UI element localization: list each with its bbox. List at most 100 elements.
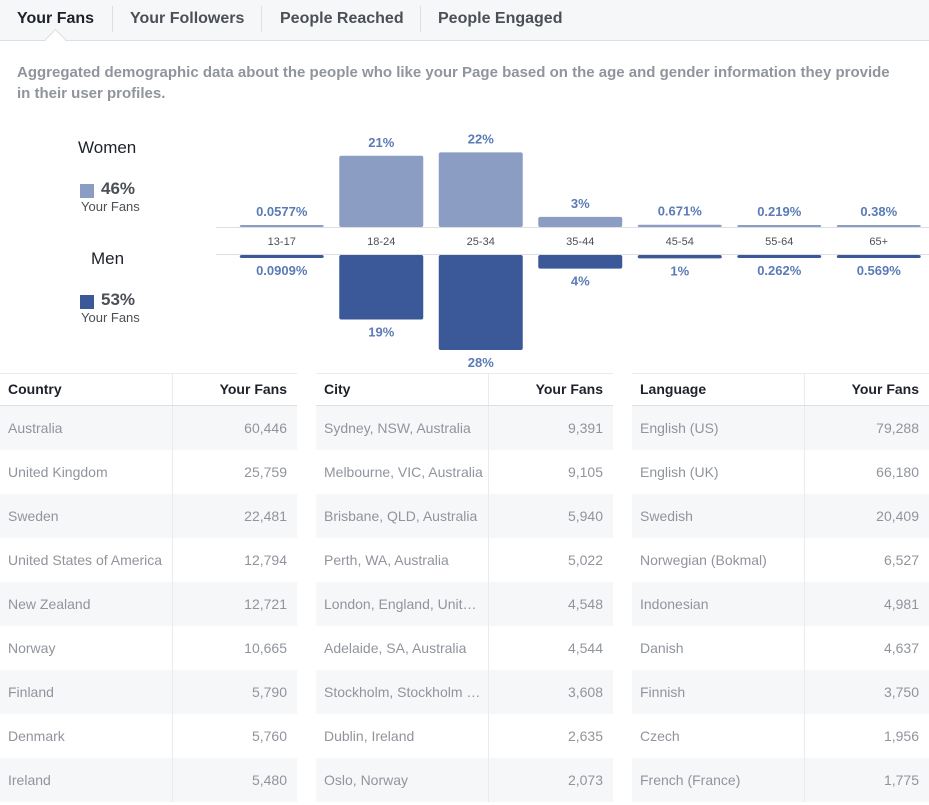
data-label-women-65+: 0.38%	[860, 204, 897, 219]
table-row: Dublin, Ireland 2,635	[316, 714, 613, 758]
row-fan-count: 5,940	[567, 508, 603, 524]
tab-people-reached[interactable]: People Reached	[280, 10, 404, 27]
table-row: Perth, WA, Australia 5,022	[316, 538, 613, 582]
table-row: Norwegian (Bokmal) 6,527	[632, 538, 929, 582]
legend-women-title: Women	[78, 138, 137, 157]
tab-people-engaged[interactable]: People Engaged	[438, 10, 563, 27]
table-row: Brisbane, QLD, Australia 5,940	[316, 494, 613, 538]
row-fan-count: 4,637	[883, 640, 919, 656]
bar-women-35-44	[538, 216, 623, 227]
row-fan-count: 12,794	[244, 552, 287, 568]
legend-women-swatch	[80, 184, 94, 198]
table-row: Indonesian 4,981	[632, 582, 929, 626]
column-header-your-fans[interactable]: Your Fans	[219, 381, 287, 397]
row-name: Adelaide, SA, Australia	[316, 626, 489, 670]
table-row: Swedish 20,409	[632, 494, 929, 538]
row-name: Dublin, Ireland	[316, 714, 489, 758]
row-name: Denmark	[0, 714, 173, 758]
table-row: Australia 60,446	[0, 406, 297, 450]
table-row: Finnish 3,750	[632, 670, 929, 714]
data-label-women-25-34: 22%	[468, 131, 494, 146]
legend-women-percent: 46%	[101, 179, 136, 198]
tick-label-45-54: 45-54	[666, 236, 694, 248]
bar-women-65+	[836, 225, 921, 227]
table-row: French (France) 1,775	[632, 758, 929, 802]
bar-women-45-54	[637, 224, 722, 227]
table-header: City Your Fans	[316, 373, 613, 406]
legend-men-swatch	[80, 295, 94, 309]
table-row: Melbourne, VIC, Australia 9,105	[316, 450, 613, 494]
age-gender-chart: 0.0577% 0.0909% 13-17 21% 19% 18-24 22% 28% 25-3…	[216, 131, 929, 370]
row-fan-count: 4,981	[883, 596, 919, 612]
bar-men-13-17	[239, 255, 324, 258]
row-fan-count: 2,635	[567, 728, 603, 744]
column-header-name[interactable]: City	[316, 374, 489, 405]
bar-men-18-24	[339, 255, 424, 320]
data-label-women-55-64: 0.219%	[757, 204, 802, 219]
row-fan-count: 12,721	[244, 596, 287, 612]
data-label-men-25-34: 28%	[468, 355, 494, 370]
table-header: Language Your Fans	[632, 373, 929, 406]
row-fan-count: 60,446	[244, 420, 287, 436]
data-label-men-45-54: 1%	[670, 263, 689, 278]
row-name: Melbourne, VIC, Australia	[316, 450, 489, 494]
tick-label-55-64: 55-64	[765, 236, 793, 248]
row-fan-count: 9,391	[567, 420, 603, 436]
table-row: Norway 10,665	[0, 626, 297, 670]
row-fan-count: 6,527	[883, 552, 919, 568]
row-name: Czech	[632, 714, 805, 758]
tick-label-65+: 65+	[869, 236, 888, 248]
bar-men-65+	[836, 255, 921, 258]
bar-men-25-34	[438, 255, 523, 350]
table-row: Finland 5,790	[0, 670, 297, 714]
tab-your-followers[interactable]: Your Followers	[130, 10, 245, 27]
table-row: United Kingdom 25,759	[0, 450, 297, 494]
bar-men-35-44	[538, 255, 623, 269]
row-name: Perth, WA, Australia	[316, 538, 489, 582]
data-label-men-35-44: 4%	[571, 274, 590, 289]
country-table: Country Your Fans Australia 60,446 United Ki…	[0, 373, 297, 805]
tab-divider	[261, 6, 262, 32]
table-header: Country Your Fans	[0, 373, 297, 406]
row-fan-count: 66,180	[876, 464, 919, 480]
column-header-name[interactable]: Language	[632, 374, 805, 405]
table-row: Oslo, Norway 2,073	[316, 758, 613, 802]
column-header-your-fans[interactable]: Your Fans	[851, 381, 919, 397]
data-label-men-65+: 0.569%	[857, 263, 902, 278]
language-table: Language Your Fans English (US) 79,288 Engli…	[632, 373, 929, 805]
bar-men-45-54	[637, 255, 722, 259]
tick-label-35-44: 35-44	[566, 236, 594, 248]
row-fan-count: 5,022	[567, 552, 603, 568]
row-fan-count: 3,608	[567, 684, 603, 700]
row-fan-count: 3,750	[883, 684, 919, 700]
row-fan-count: 4,548	[567, 596, 603, 612]
tick-label-18-24: 18-24	[367, 236, 395, 248]
row-name: Australia	[0, 406, 173, 450]
row-fan-count: 22,481	[244, 508, 287, 524]
tab-your-fans[interactable]: Your Fans	[17, 10, 95, 27]
row-fan-count: 25,759	[244, 464, 287, 480]
legend-men-sub: Your Fans	[81, 310, 140, 325]
legend-women-sub: Your Fans	[81, 199, 140, 214]
table-row: Sydney, NSW, Australia 9,391	[316, 406, 613, 450]
row-name: English (US)	[632, 406, 805, 450]
data-label-men-55-64: 0.262%	[757, 263, 802, 278]
legend-men-title: Men	[91, 249, 125, 268]
tick-label-13-17: 13-17	[268, 236, 296, 248]
table-row: Adelaide, SA, Australia 4,544	[316, 626, 613, 670]
row-name: English (UK)	[632, 450, 805, 494]
row-name: Brisbane, QLD, Australia	[316, 494, 489, 538]
row-name: London, England, Unit…	[316, 582, 489, 626]
data-label-women-13-17: 0.0577%	[256, 204, 308, 219]
row-name: Swedish	[632, 494, 805, 538]
column-header-name[interactable]: Country	[0, 374, 173, 405]
row-name: United Kingdom	[0, 450, 173, 494]
row-name: Ireland	[0, 758, 173, 802]
column-header-your-fans[interactable]: Your Fans	[535, 381, 603, 397]
row-fan-count: 5,480	[251, 772, 287, 788]
bar-men-55-64	[737, 255, 822, 258]
row-name: New Zealand	[0, 582, 173, 626]
table-row: Sweden 22,481	[0, 494, 297, 538]
row-fan-count: 9,105	[567, 464, 603, 480]
row-name: Sydney, NSW, Australia	[316, 406, 489, 450]
